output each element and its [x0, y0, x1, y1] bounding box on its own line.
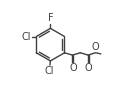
- Text: F: F: [48, 13, 54, 23]
- Text: Cl: Cl: [22, 32, 31, 41]
- Text: Cl: Cl: [45, 66, 54, 77]
- Text: O: O: [92, 42, 100, 52]
- Text: O: O: [85, 64, 92, 73]
- Text: O: O: [69, 64, 77, 73]
